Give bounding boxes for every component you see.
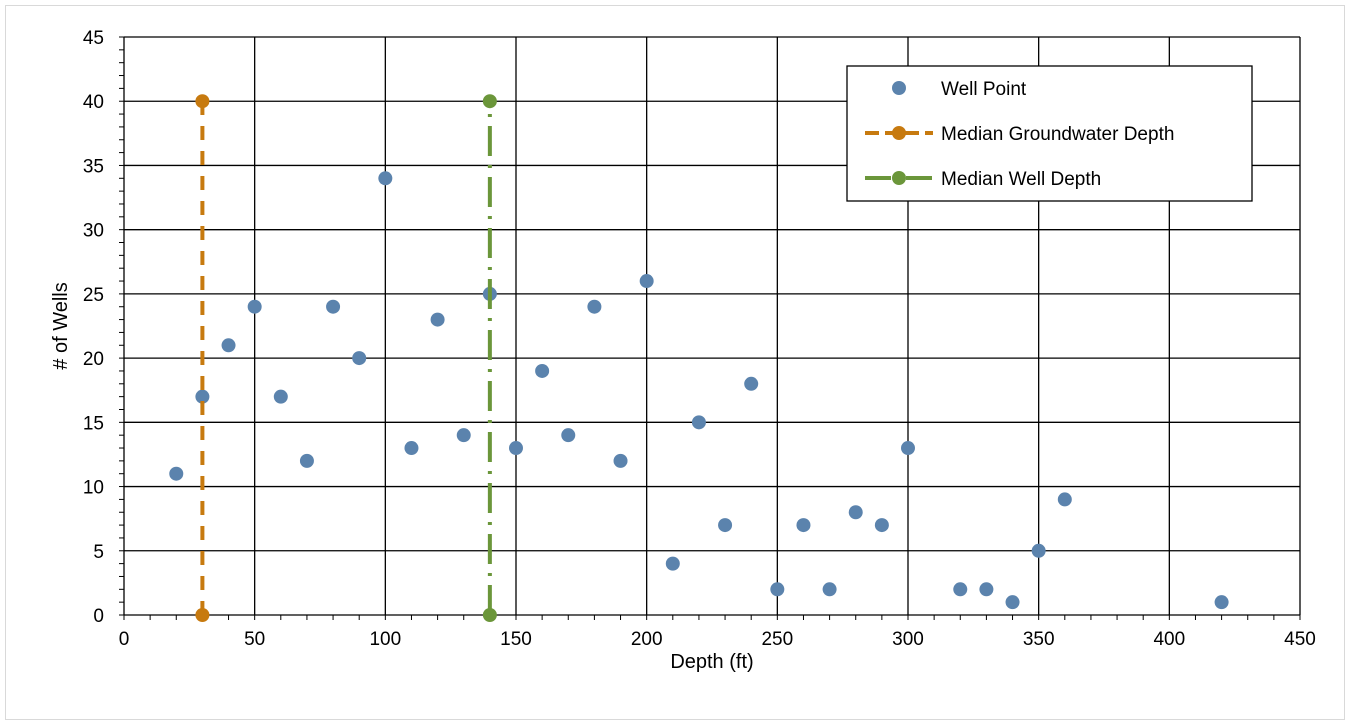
well-point-marker: [744, 376, 759, 391]
well-point-marker: [979, 582, 994, 597]
series: [169, 94, 1229, 622]
well-point-marker: [273, 389, 288, 404]
y-tick-label: 40: [83, 92, 104, 113]
median-groundwater-depth-marker: [195, 608, 210, 622]
y-axis-title: # of Wells: [50, 282, 72, 369]
x-tick-label: 100: [369, 629, 401, 650]
well-point-marker: [195, 389, 210, 404]
well-point-marker: [691, 415, 706, 430]
legend-marker-well-point: [892, 81, 906, 95]
well-point-marker: [169, 466, 184, 481]
legend-label: Median Well Depth: [941, 169, 1101, 190]
well-point-marker: [378, 171, 393, 186]
well-point-marker: [326, 299, 341, 314]
legend: Well Point Median Groundwater Depth Median…: [846, 65, 1253, 202]
well-point-marker: [901, 441, 915, 456]
well-point-marker: [953, 582, 968, 597]
x-tick-label: 350: [1023, 629, 1055, 650]
well-point-marker: [509, 441, 523, 456]
x-tick-label: 0: [119, 629, 130, 650]
y-tick-label: 0: [93, 606, 104, 627]
x-tick-label: 200: [631, 629, 663, 650]
y-tick-label: 5: [93, 542, 104, 563]
well-point-marker: [665, 556, 680, 571]
well-point-marker: [1031, 543, 1046, 558]
x-tick-label: 300: [892, 629, 924, 650]
well-point-marker: [874, 518, 889, 533]
well-point-marker: [352, 351, 367, 366]
x-tick-label: 50: [244, 629, 265, 650]
well-point-marker: [587, 299, 602, 314]
legend-line-marker: [892, 171, 906, 185]
y-tick-label: 35: [83, 156, 104, 177]
well-point-marker: [430, 312, 445, 327]
well-point-marker: [770, 582, 785, 597]
well-point-marker: [456, 428, 471, 443]
well-point-marker: [1057, 492, 1072, 507]
well-point-marker: [404, 441, 419, 456]
y-tick-label: 30: [83, 221, 104, 242]
x-tick-label: 450: [1284, 629, 1316, 650]
well-point-marker: [639, 274, 654, 289]
y-tick-label: 25: [83, 285, 104, 306]
well-point-marker: [561, 428, 576, 443]
well-point-marker: [796, 518, 811, 533]
well-point-marker: [1214, 595, 1229, 610]
x-tick-label: 150: [500, 629, 532, 650]
y-tick-label: 20: [83, 349, 104, 370]
legend-label: Well Point: [941, 79, 1027, 100]
median-well-depth-marker: [482, 608, 497, 622]
y-tick-label: 15: [83, 413, 104, 434]
tick-labels: 0 50 100 150 200 250 300 350 400 450 0 5 10 15 20 25 30 3…: [83, 28, 1316, 650]
well-point-marker: [613, 453, 628, 468]
well-point-marker: [535, 363, 550, 378]
well-point-marker: [848, 505, 863, 520]
well-point-marker: [1005, 595, 1020, 610]
well-point-marker: [718, 518, 733, 533]
well-point-marker: [221, 338, 236, 353]
median-groundwater-depth-marker: [195, 94, 210, 109]
well-point-marker: [822, 582, 837, 597]
x-axis-title: Depth (ft): [670, 651, 753, 673]
x-tick-label: 250: [761, 629, 793, 650]
x-tick-label: 400: [1153, 629, 1185, 650]
median-well-depth-marker: [482, 94, 497, 109]
legend-label: Median Groundwater Depth: [941, 124, 1174, 145]
y-tick-label: 10: [83, 478, 104, 499]
well-point-marker: [299, 453, 314, 468]
legend-line-marker: [892, 126, 906, 140]
well-point-marker: [247, 299, 262, 314]
y-tick-label: 45: [83, 28, 104, 49]
